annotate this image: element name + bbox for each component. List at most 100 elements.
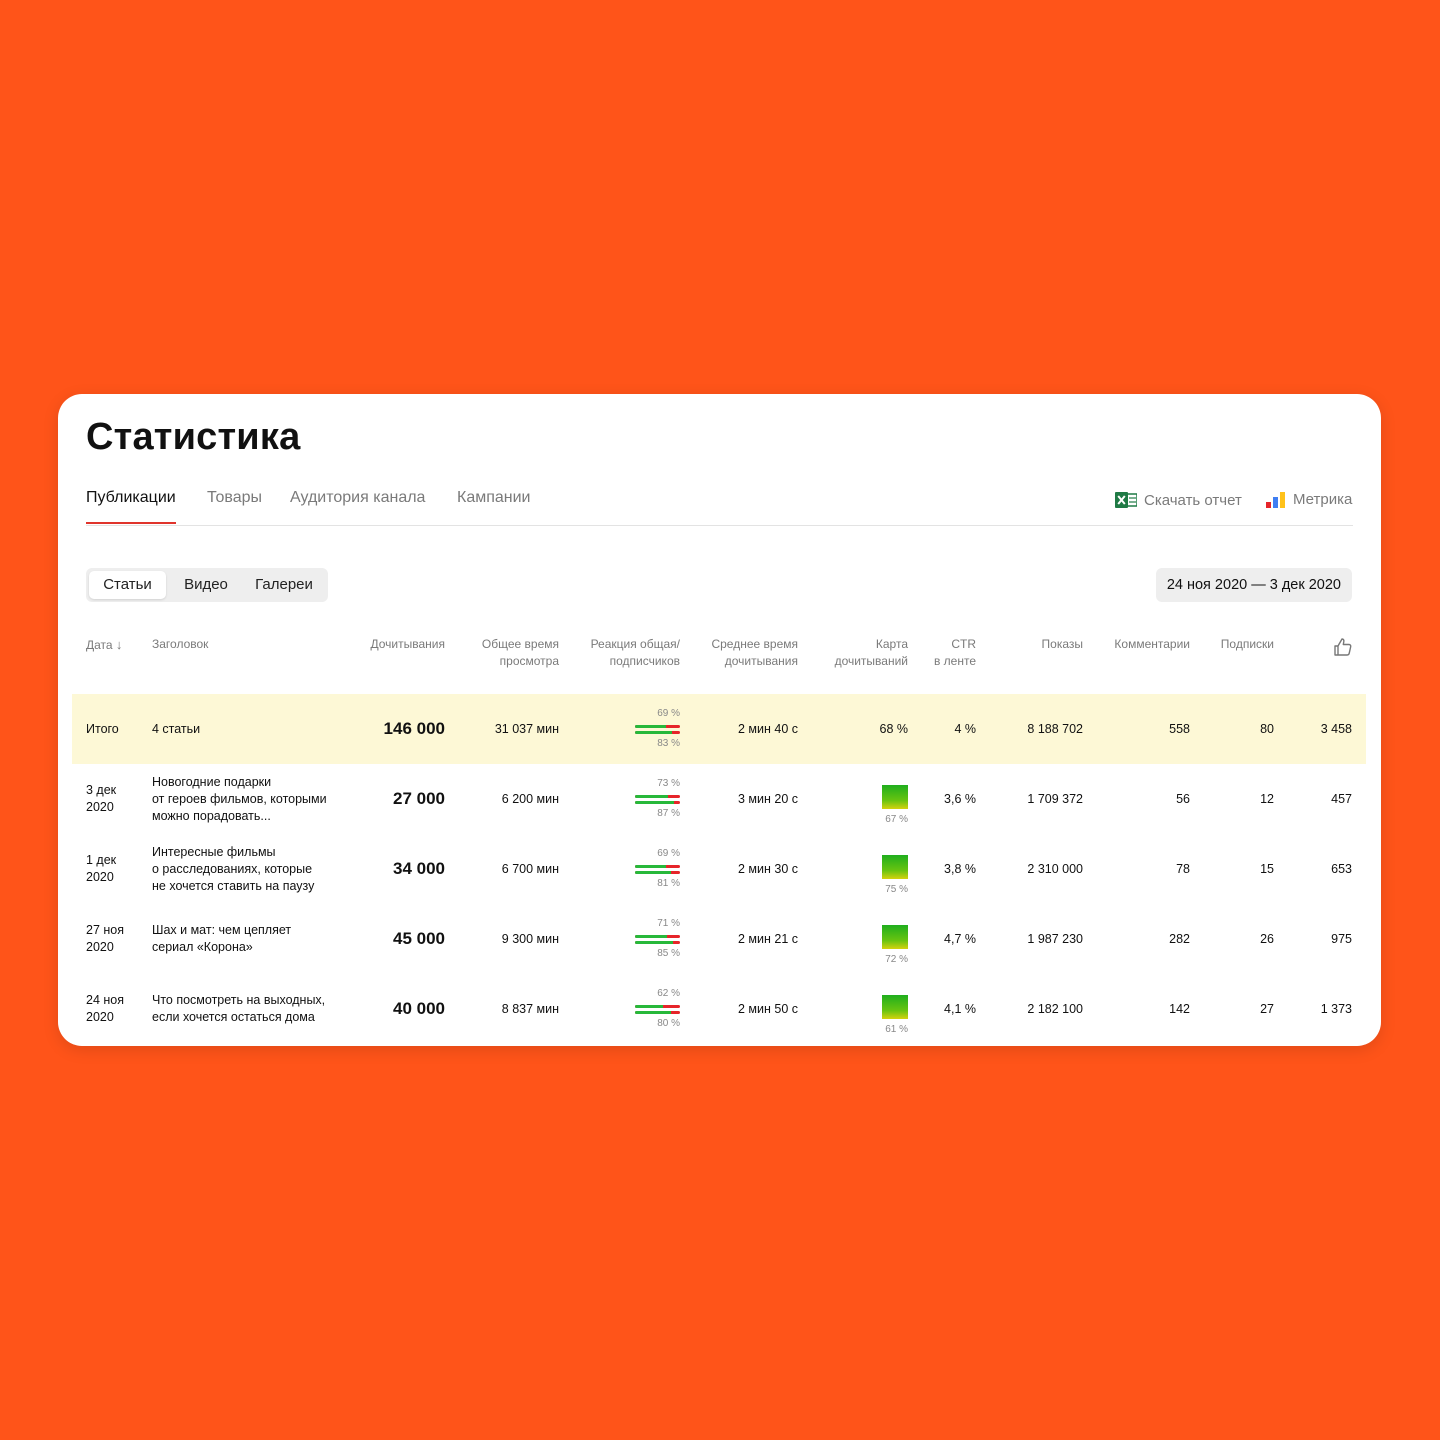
reaction-general-pct: 62 % [657, 988, 680, 999]
total-read-map: 68 % [879, 722, 909, 736]
row-subs: 26 [1260, 932, 1274, 946]
row-title[interactable]: Что посмотреть на выходных, если хочется … [152, 993, 326, 1024]
row-date: 1 дек 2020 [86, 853, 117, 884]
row-avg-time: 3 мин 20 с [737, 792, 798, 806]
reaction-general-pct: 69 % [657, 708, 680, 719]
tab-products[interactable]: Товары [207, 489, 263, 506]
row-reads: 34 000 [393, 859, 445, 878]
row-ctr: 4,1 % [944, 1002, 976, 1016]
content-type-switch: Статьи Видео Галереи [86, 568, 328, 602]
total-time: 31 037 мин [494, 722, 559, 736]
segment-articles[interactable]: Статьи [89, 571, 166, 599]
row-comments: 142 [1169, 1002, 1190, 1016]
row-ctr: 3,8 % [944, 862, 976, 876]
total-label: Итого [86, 722, 119, 736]
thumbs-up-icon[interactable] [1333, 637, 1353, 657]
col-subscriptions[interactable]: Подписки [1220, 637, 1274, 651]
row-total-time: 6 700 мин [501, 862, 559, 876]
read-map-pct: 61 % [885, 1024, 908, 1035]
row-reads: 40 000 [393, 999, 445, 1018]
reaction-subs-pct: 81 % [657, 878, 680, 889]
row-likes: 1 373 [1320, 1002, 1352, 1016]
table-row[interactable]: 27 ноя 2020 Шах и мат: чем цепляет сериал … [72, 904, 1366, 974]
col-avg-time[interactable]: Среднее время дочитывания [711, 637, 798, 668]
table-row[interactable]: 3 дек 2020 Новогодние подарки от героев фи… [72, 764, 1366, 834]
row-ctr: 4,7 % [944, 932, 976, 946]
reaction-general-bar [635, 1005, 680, 1008]
total-avg-time: 2 мин 40 с [737, 722, 798, 736]
main-tabs: Публикации Товары Аудитория канала Кампа… [86, 489, 1353, 526]
read-map-heatmap[interactable] [882, 785, 908, 809]
reaction-subs-bar [635, 1011, 680, 1014]
row-views: 1 987 230 [1027, 932, 1083, 946]
row-comments: 78 [1176, 862, 1190, 876]
col-reaction[interactable]: Реакция общая/подписчиков [590, 637, 680, 668]
row-total-time: 8 837 мин [501, 1002, 559, 1016]
row-comments: 282 [1169, 932, 1190, 946]
reaction-subs-bar [635, 941, 680, 944]
row-likes: 653 [1331, 862, 1352, 876]
total-count: 4 статьи [152, 722, 201, 736]
row-title[interactable]: Новогодние подарки от героев фильмов, кот… [152, 775, 327, 823]
statistics-card: Статистика Публикации Товары Аудитория к… [58, 394, 1381, 1046]
total-ctr: 4 % [954, 722, 976, 736]
col-reads[interactable]: Дочитывания [370, 637, 446, 651]
row-avg-time: 2 мин 21 с [737, 932, 798, 946]
row-comments: 56 [1176, 792, 1190, 806]
table-row[interactable]: 1 дек 2020 Интересные фильмы о расследован… [72, 834, 1366, 904]
col-views[interactable]: Показы [1041, 637, 1083, 651]
sort-down-icon: ↓ [115, 637, 123, 652]
page-title: Статистика [86, 416, 301, 458]
row-title[interactable]: Шах и мат: чем цепляет сериал «Корона» [152, 923, 292, 954]
tab-campaigns[interactable]: Кампании [457, 489, 531, 506]
col-comments[interactable]: Комментарии [1114, 637, 1190, 651]
read-map-pct: 72 % [885, 954, 908, 965]
read-map-heatmap[interactable] [882, 995, 908, 1019]
total-likes: 3 458 [1320, 722, 1352, 736]
total-subs: 80 [1260, 722, 1274, 736]
row-reads: 27 000 [393, 789, 445, 808]
total-reads: 146 000 [383, 719, 445, 738]
excel-icon [1115, 491, 1138, 509]
reaction-subs-bar [635, 731, 680, 734]
row-subs: 15 [1260, 862, 1274, 876]
segment-video[interactable]: Видео [184, 576, 228, 593]
reaction-subs-pct: 85 % [657, 948, 680, 959]
tab-publications[interactable]: Публикации [86, 489, 176, 524]
table-row[interactable]: 24 ноя 2020 Что посмотреть на выходных, ес… [72, 974, 1366, 1044]
download-report-button[interactable]: Скачать отчет [1115, 491, 1242, 509]
reaction-subs-bar [635, 871, 680, 874]
row-date: 3 дек 2020 [86, 783, 117, 814]
row-likes: 975 [1331, 932, 1352, 946]
metrika-button[interactable]: Метрика [1266, 491, 1352, 508]
col-total-time[interactable]: Общее время просмотра [481, 637, 559, 668]
tab-audience[interactable]: Аудитория канала [290, 489, 426, 506]
read-map-heatmap[interactable] [882, 925, 908, 949]
segment-galleries[interactable]: Галереи [255, 576, 313, 593]
row-total-time: 9 300 мин [501, 932, 559, 946]
row-title[interactable]: Интересные фильмы о расследованиях, котор… [152, 845, 315, 893]
date-range-picker[interactable]: 24 ноя 2020 — 3 дек 2020 [1155, 568, 1352, 602]
reaction-subs-pct: 87 % [657, 808, 680, 819]
row-date: 24 ноя 2020 [86, 993, 125, 1024]
reaction-general-bar [635, 725, 680, 728]
col-ctr[interactable]: CTR в ленте [933, 637, 976, 668]
col-date[interactable]: Дата ↓ [86, 637, 123, 652]
row-likes: 457 [1331, 792, 1352, 806]
row-total-time: 6 200 мин [501, 792, 559, 806]
row-ctr: 3,6 % [944, 792, 976, 806]
row-subs: 12 [1260, 792, 1274, 806]
total-row: Итого 4 статьи 146 000 31 037 мин 69 % 8… [72, 694, 1366, 764]
metrika-icon [1266, 491, 1286, 508]
reaction-subs-bar [635, 801, 680, 804]
reaction-subs-pct: 80 % [657, 1018, 680, 1029]
reaction-general-bar [635, 935, 680, 938]
row-subs: 27 [1260, 1002, 1274, 1016]
read-map-pct: 75 % [885, 884, 908, 895]
row-reads: 45 000 [393, 929, 445, 948]
row-avg-time: 2 мин 30 с [737, 862, 798, 876]
col-read-map[interactable]: Карта дочитываний [834, 637, 908, 668]
col-title[interactable]: Заголовок [152, 637, 209, 651]
row-avg-time: 2 мин 50 с [737, 1002, 798, 1016]
read-map-heatmap[interactable] [882, 855, 908, 879]
